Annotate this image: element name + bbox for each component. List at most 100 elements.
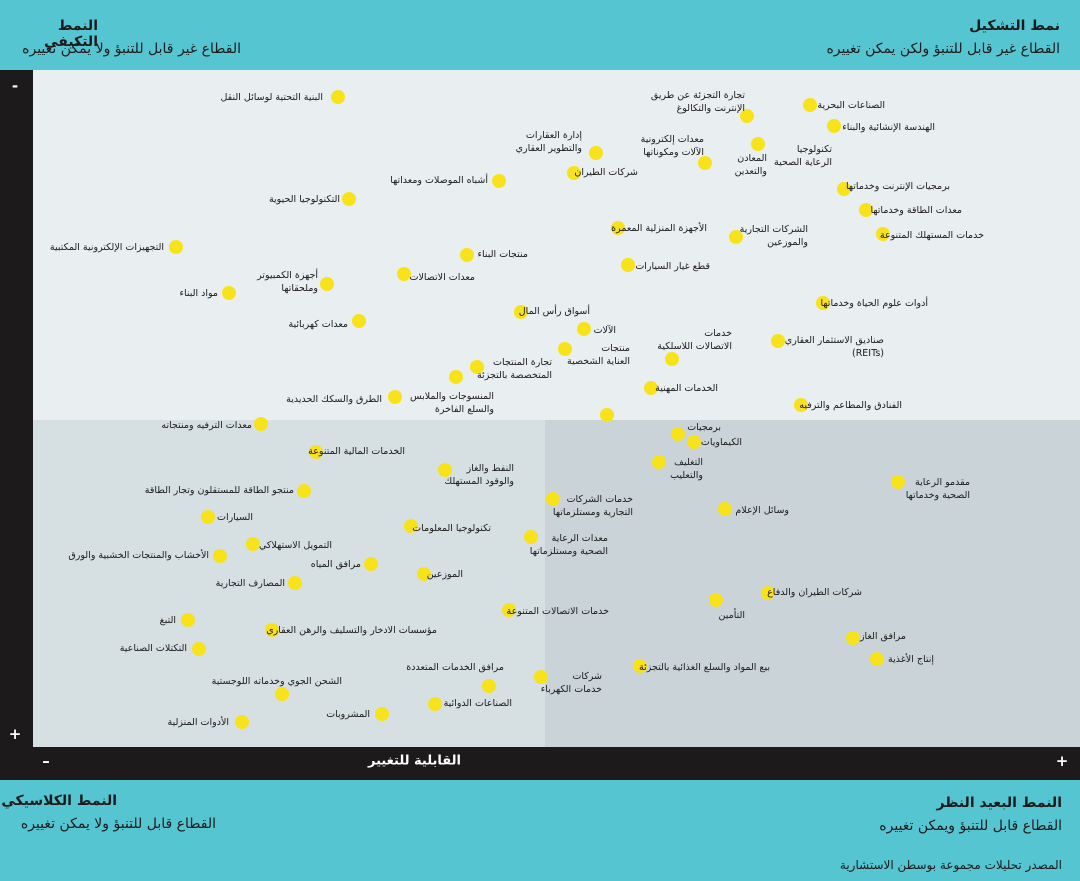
sector-label: إدارة العقارات والتطوير العقاري [515, 130, 582, 154]
sector-label: التبغ [159, 615, 176, 626]
sector-label: المنسوجات والملابس والسلع الفاخرة [409, 391, 494, 415]
sector-label: التكتلات الصناعية [119, 643, 187, 654]
sector-label: المصارف التجارية [215, 578, 285, 589]
sector-marker [577, 322, 591, 336]
sector-marker [181, 613, 195, 627]
sector-label: قطع غيار السيارات [635, 261, 710, 272]
sector-label: أدوات علوم الحياة وخدماتها [820, 298, 928, 309]
sector-marker [600, 408, 614, 422]
sector-label: شركات الطيران والدفاع [767, 587, 862, 598]
sector-marker [192, 642, 206, 656]
sector-label: شركات خدمات الكهرباء [540, 671, 602, 695]
sector-label: الأجهزة المنزلية المعمرة [611, 223, 707, 234]
sector-label: المعادن والتعدين [734, 153, 767, 177]
plot-area [33, 70, 1080, 747]
sector-marker [534, 670, 548, 684]
sector-label: الصناعات الدوائية [443, 698, 512, 709]
sector-label: الصناعات البحرية [817, 100, 885, 111]
sector-marker [876, 227, 890, 241]
sector-marker [652, 455, 666, 469]
quadrant-subtitle: القطاع قابل للتنبؤ ولا يمكن تغييره [20, 816, 216, 832]
sector-marker [460, 248, 474, 262]
sector-label: الخدمات المالية المتنوعة [308, 446, 405, 457]
sector-marker [169, 240, 183, 254]
sector-marker [761, 586, 775, 600]
sector-label: الطرق والسكك الحديدية [286, 394, 382, 405]
source-note: المصدر تحليلات مجموعة بوسطن الاستشارية [839, 858, 1062, 872]
sector-label: شركات الطيران [574, 167, 638, 178]
sector-marker [352, 314, 366, 328]
sector-label: أسواق رأس المال [518, 306, 590, 317]
sector-marker [567, 166, 581, 180]
x-axis-label: القابلية للتغيير [367, 753, 461, 769]
sector-marker [621, 258, 635, 272]
sector-marker [718, 502, 732, 516]
sector-label: منتجو الطاقة للمستقلون وتجار الطاقة [144, 485, 294, 496]
sector-marker [342, 192, 356, 206]
sector-marker [846, 631, 860, 645]
sector-marker [388, 390, 402, 404]
sector-marker [331, 90, 345, 104]
sector-label: التجهيزات الإلكترونية المكتبية [49, 242, 164, 253]
sector-marker [235, 715, 249, 729]
sector-label: الأدوات المنزلية [167, 717, 229, 728]
y-axis-min: - [11, 77, 19, 95]
sector-marker [438, 463, 452, 477]
sector-label: التأمين [718, 610, 745, 621]
sector-marker [404, 519, 418, 533]
sector-label: الهندسة الإنشائية والبناء [842, 122, 935, 133]
sector-label: مواد البناء [179, 288, 218, 299]
sector-label: الموزعين [426, 569, 463, 580]
sector-label: برمجيات [687, 422, 721, 433]
sector-marker [837, 182, 851, 196]
sector-marker [254, 417, 268, 431]
quadrant-title: نمط التشكيل [969, 18, 1060, 34]
quadrant-subtitle: القطاع غير قابل للتنبؤ ولا يمكن تغييره [22, 41, 241, 57]
sector-marker [709, 593, 723, 607]
sector-label: تجارة المنتجات المتخصصة بالتجزئة [476, 357, 552, 381]
sector-label: منتجات العناية الشخصية [567, 343, 630, 367]
sector-label: مقدمو الرعاية الصحية وخدماتها [905, 477, 970, 501]
quadrant-subtitle: القطاع قابل للتنبؤ ويمكن تغييره [879, 818, 1062, 834]
sector-label: برمجيات الإنترنت وخدماتها [846, 181, 950, 192]
sector-marker [309, 445, 323, 459]
sector-label: التمويل الاستهلاكي [258, 540, 332, 551]
sector-marker [740, 109, 754, 123]
quadrant-bottom-right [545, 420, 1080, 747]
sector-marker [546, 492, 560, 506]
sector-label: الأخشاب والمنتجات الخشبية والورق [68, 550, 209, 561]
sector-label: الآلات [593, 325, 616, 336]
sector-marker [751, 137, 765, 151]
sector-marker [275, 687, 289, 701]
sector-marker [375, 707, 389, 721]
sector-label: خدمات الشركات التجارية ومستلزماتها [552, 494, 633, 518]
sector-marker [870, 652, 884, 666]
quadrant-title: النمط التكيفي [44, 18, 98, 50]
sector-marker [297, 484, 311, 498]
sector-label: خدمات الاتصالات اللاسلكية [657, 328, 732, 352]
sector-label: الشحن الجوي وخدماته اللوجستية [211, 676, 342, 687]
sector-marker [665, 352, 679, 366]
sector-label: البنية التحتية لوسائل النقل [220, 92, 323, 103]
sector-marker [213, 549, 227, 563]
sector-marker [827, 119, 841, 133]
x-axis-bar [33, 747, 1080, 780]
sector-marker [417, 567, 431, 581]
sector-label: الفنادق والمطاعم والترفيه [799, 400, 902, 411]
sector-label: مؤسسات الادخار والتسليف والرهن العقاري [266, 625, 437, 636]
sector-marker [320, 277, 334, 291]
x-axis-min: – [42, 752, 50, 770]
sector-marker [771, 334, 785, 348]
sector-marker [397, 267, 411, 281]
sector-marker [729, 230, 743, 244]
sector-marker [859, 203, 873, 217]
sector-label: معدات الرعاية الصحية ومستلزماتها [529, 533, 608, 557]
sector-label: بيع المواد والسلع الغذائية بالتجزئة [638, 662, 770, 673]
sector-label: النفط والغاز والوقود المستهلك [444, 463, 514, 487]
sector-marker [524, 530, 538, 544]
sector-marker [514, 305, 528, 319]
sector-label: مرافق المياه [310, 559, 361, 570]
sector-label: تكنولوجيا المعلومات [412, 523, 491, 534]
sector-label: وسائل الإعلام [735, 505, 789, 516]
